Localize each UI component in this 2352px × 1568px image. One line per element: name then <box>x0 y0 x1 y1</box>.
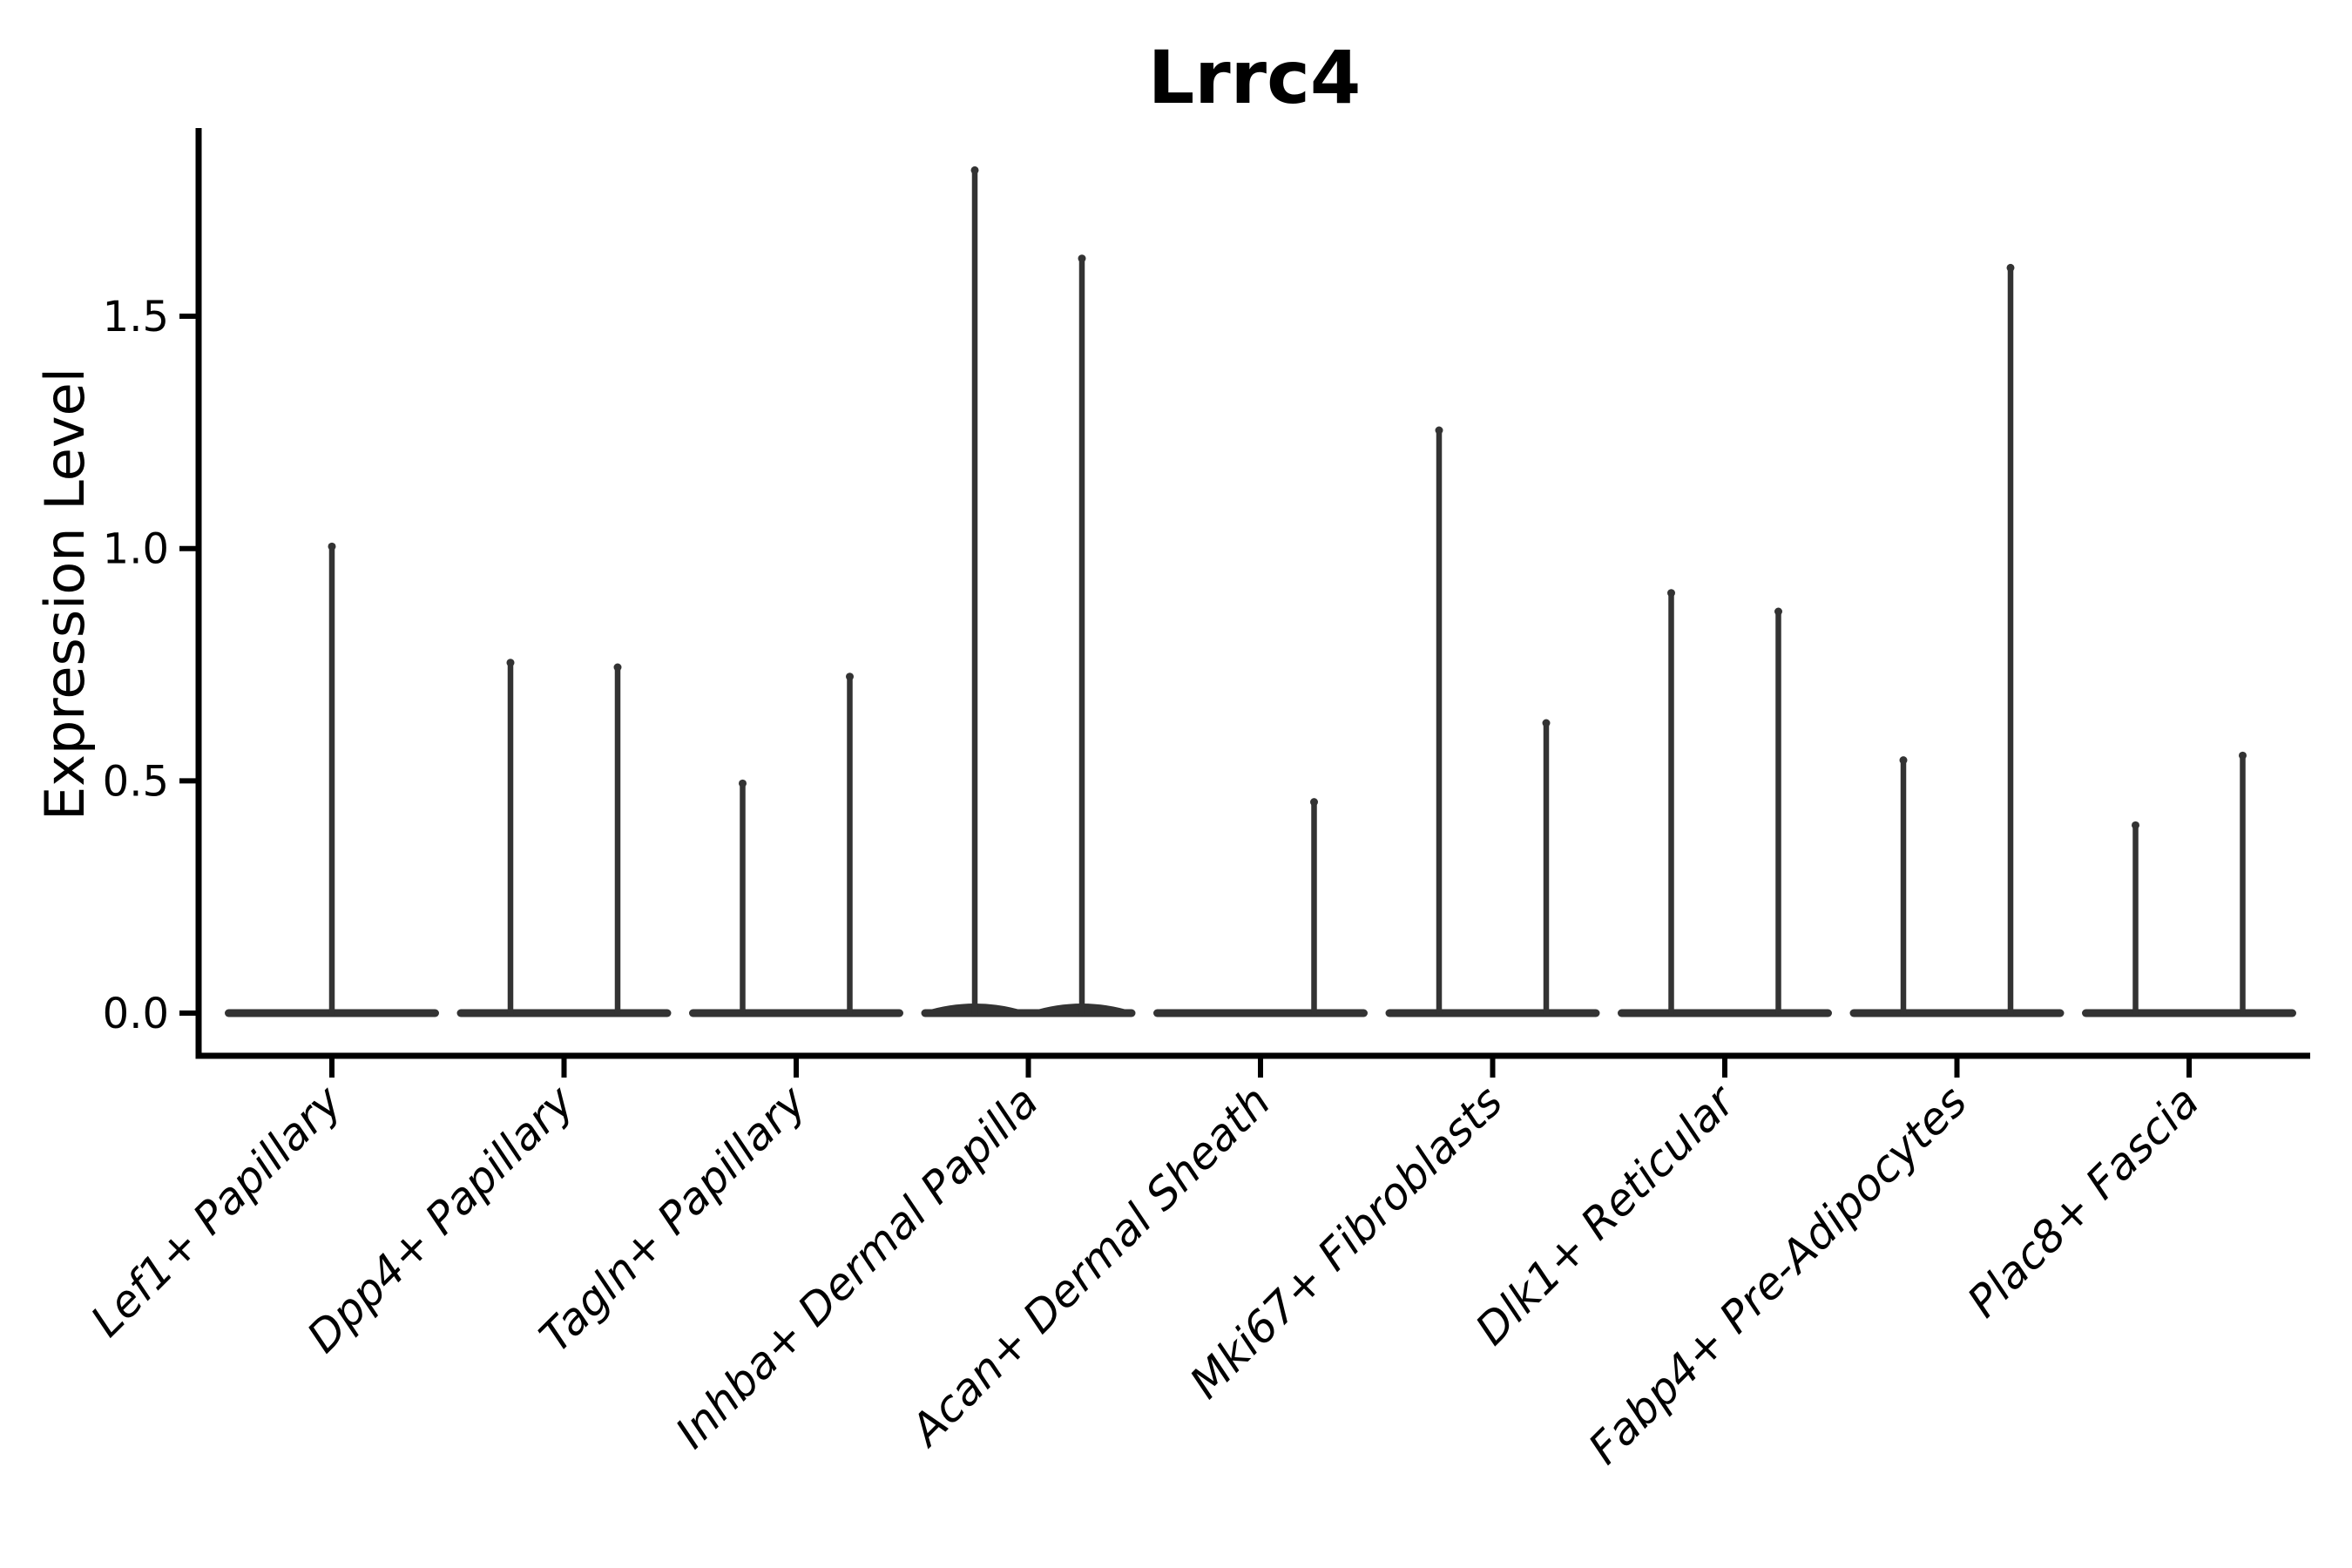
violin-spike-tip <box>739 779 747 787</box>
violin-category <box>689 672 903 1017</box>
chart-title: Lrrc4 <box>1148 35 1362 120</box>
violin-category <box>1385 426 1600 1017</box>
violin-spike-tip <box>1774 607 1782 616</box>
y-tick-label: 0.0 <box>103 990 169 1038</box>
violin-spike-tip <box>1310 798 1318 807</box>
x-tick-label: Plac8+ Fascia <box>1958 1076 2209 1327</box>
violin-spike-tip <box>2006 263 2015 272</box>
y-tick-label: 0.5 <box>103 757 169 806</box>
violin-category <box>1849 263 2065 1017</box>
violin-base <box>1618 1009 1832 1017</box>
violin-spike-tip <box>970 166 979 174</box>
x-tick-label: Fabp4+ Pre-Adipocytes <box>1578 1076 1977 1474</box>
violin-base <box>1849 1009 2065 1017</box>
violin-spike-tip <box>1542 719 1551 727</box>
violin-spike-tip <box>1435 426 1443 435</box>
violin-category <box>456 659 672 1017</box>
violins <box>225 166 2296 1017</box>
violin-spike-tip <box>613 663 622 672</box>
violin-spike-tip <box>1078 254 1086 263</box>
x-tick-label: Lef1+ Papillary <box>81 1075 352 1346</box>
y-axis-label: Expression Level <box>33 368 97 821</box>
violin-category <box>225 542 439 1017</box>
y-tick-label: 1.0 <box>103 525 169 574</box>
y-axis-ticks: 0.0 0.5 1.0 1.5 <box>103 293 196 1038</box>
violin-spike-tip <box>1667 589 1675 598</box>
violin-category <box>1153 798 1368 1017</box>
violin-base <box>456 1009 672 1017</box>
violin-spike-tip <box>1899 756 1908 765</box>
violin-base <box>1385 1009 1600 1017</box>
violin-category <box>921 166 1136 1017</box>
y-tick-label: 1.5 <box>103 293 169 341</box>
violin-spike-tip <box>328 542 336 551</box>
violin-base <box>1153 1009 1368 1017</box>
violin-base <box>689 1009 903 1017</box>
violin-base <box>2082 1009 2296 1017</box>
violin-spike-tip <box>2239 751 2247 760</box>
violin-category <box>2082 751 2296 1017</box>
violin-category <box>1618 589 1832 1017</box>
violin-spike-tip <box>506 659 515 667</box>
violin-spike-tip <box>2132 821 2139 829</box>
violin-spike-tip <box>846 672 854 681</box>
